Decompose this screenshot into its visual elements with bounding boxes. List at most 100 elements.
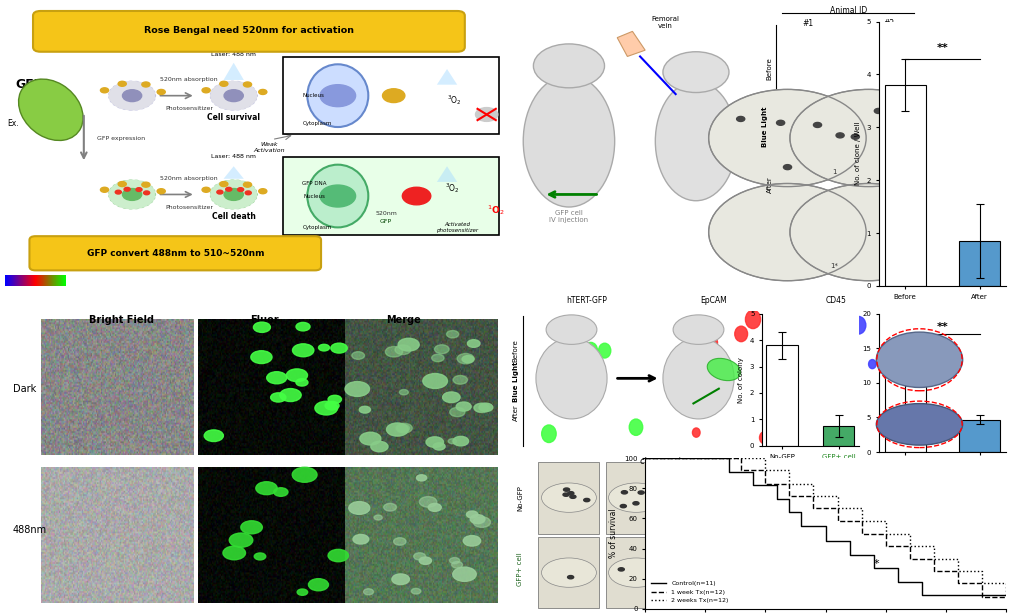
Circle shape [251, 189, 256, 192]
Circle shape [225, 189, 243, 200]
Circle shape [110, 82, 154, 110]
Circle shape [836, 133, 844, 138]
Circle shape [735, 326, 748, 342]
Circle shape [219, 183, 225, 186]
Circle shape [245, 191, 251, 195]
Bar [885, 85, 926, 286]
Text: Em.: Em. [51, 119, 65, 129]
Text: 520nm absorption: 520nm absorption [161, 177, 217, 181]
Circle shape [244, 82, 252, 87]
Circle shape [118, 84, 123, 87]
Polygon shape [437, 69, 457, 85]
Circle shape [479, 403, 493, 411]
Control(n=11) [723, 468, 736, 475]
Circle shape [420, 557, 432, 565]
Circle shape [252, 192, 257, 196]
Circle shape [772, 483, 779, 488]
Circle shape [777, 555, 795, 564]
Circle shape [133, 205, 139, 208]
Ellipse shape [523, 75, 615, 207]
Circle shape [693, 428, 700, 437]
Ellipse shape [876, 332, 963, 387]
Circle shape [564, 488, 570, 491]
1 week Tx(n=12) [639, 454, 651, 462]
Y-axis label: % of survival: % of survival [610, 509, 619, 558]
Text: Laser: 488 nm: Laser: 488 nm [211, 154, 256, 159]
Circle shape [139, 204, 144, 207]
Circle shape [147, 87, 152, 91]
Text: No-GFP: No-GFP [517, 485, 523, 510]
2 weeks Tx(n=12) [831, 504, 843, 512]
Bar [538, 462, 599, 533]
Circle shape [249, 186, 254, 189]
Circle shape [253, 322, 270, 333]
Text: Bright Field: Bright Field [89, 315, 154, 325]
Circle shape [204, 430, 224, 442]
Circle shape [149, 189, 154, 192]
Circle shape [353, 534, 369, 544]
Circle shape [584, 498, 590, 502]
Text: GFP: GFP [15, 78, 43, 91]
Circle shape [423, 373, 447, 389]
Polygon shape [224, 63, 244, 80]
Circle shape [448, 438, 456, 444]
Ellipse shape [18, 79, 83, 140]
Circle shape [411, 589, 421, 594]
Circle shape [907, 114, 915, 119]
Bar [606, 537, 666, 608]
Text: hTERT-GFP: hTERT-GFP [566, 296, 608, 305]
Circle shape [297, 589, 308, 595]
Circle shape [463, 536, 481, 546]
Circle shape [150, 192, 155, 196]
Circle shape [751, 488, 761, 494]
Circle shape [251, 90, 256, 94]
1 week Tx(n=12) [975, 593, 988, 600]
Circle shape [414, 553, 426, 560]
Circle shape [210, 96, 216, 99]
Circle shape [783, 165, 791, 170]
2 weeks Tx(n=12) [736, 454, 748, 462]
Circle shape [133, 180, 139, 184]
Circle shape [851, 134, 860, 139]
Line: Control(n=11): Control(n=11) [645, 458, 1006, 595]
Circle shape [225, 90, 243, 101]
Circle shape [638, 491, 644, 494]
Text: $^3$O$_2$: $^3$O$_2$ [447, 93, 462, 108]
Circle shape [618, 568, 624, 571]
Circle shape [219, 84, 225, 87]
Text: Fluor: Fluor [250, 315, 278, 325]
Circle shape [457, 354, 474, 364]
Circle shape [273, 488, 288, 496]
2 weeks Tx(n=12) [639, 454, 651, 462]
Circle shape [139, 82, 144, 86]
Bar [734, 537, 795, 608]
Circle shape [473, 517, 491, 528]
Circle shape [143, 191, 149, 195]
2 weeks Tx(n=12) [952, 568, 964, 575]
Circle shape [123, 106, 128, 109]
Circle shape [215, 184, 220, 188]
Bar [766, 346, 798, 446]
Circle shape [230, 81, 235, 85]
Ellipse shape [307, 165, 368, 228]
Bar [673, 462, 734, 533]
Text: Before: Before [513, 339, 518, 362]
Circle shape [402, 187, 431, 205]
Circle shape [707, 571, 713, 574]
Circle shape [676, 558, 731, 587]
Circle shape [230, 180, 235, 183]
Circle shape [851, 317, 866, 334]
Text: $^1$O$_2$: $^1$O$_2$ [487, 203, 504, 217]
Circle shape [328, 549, 348, 561]
Circle shape [542, 425, 556, 443]
Circle shape [774, 503, 786, 510]
Circle shape [426, 437, 444, 447]
Text: GFP expression: GFP expression [97, 135, 144, 140]
Circle shape [386, 423, 408, 436]
Circle shape [420, 496, 437, 507]
1 week Tx(n=12) [831, 518, 843, 525]
Circle shape [869, 360, 876, 368]
Circle shape [219, 203, 225, 207]
1 week Tx(n=12) [952, 579, 964, 587]
Circle shape [101, 187, 109, 192]
